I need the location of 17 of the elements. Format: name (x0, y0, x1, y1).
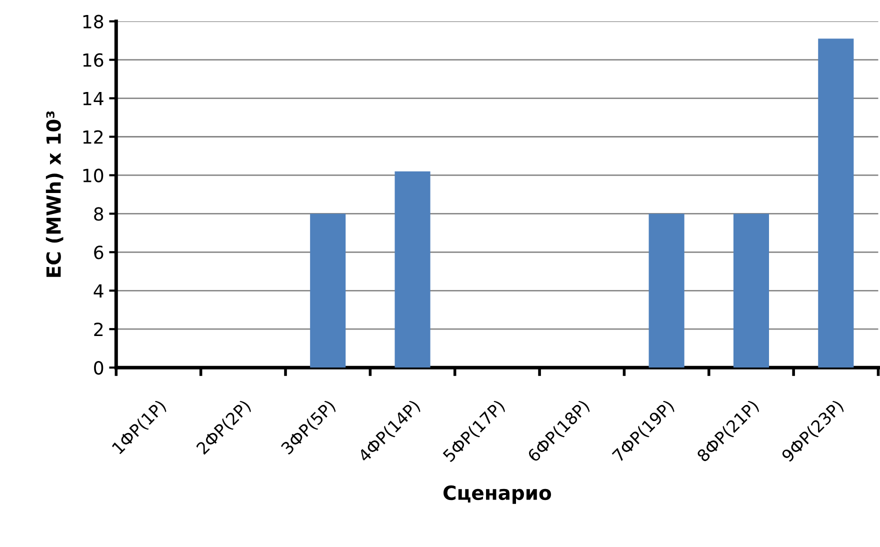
bar (648, 214, 684, 368)
y-tick-label: 0 (94, 361, 104, 375)
y-tick-label: 16 (83, 53, 104, 67)
bar (394, 171, 430, 368)
bar (733, 214, 770, 368)
y-tick-label: 18 (83, 14, 104, 28)
y-tick-label: 2 (94, 322, 103, 336)
bar (818, 38, 854, 368)
bar (310, 214, 346, 368)
y-tick-label: 4 (94, 284, 104, 298)
y-tick-label: 14 (83, 92, 104, 106)
y-tick-label: 12 (83, 130, 103, 144)
y-tick-label: 8 (94, 207, 104, 221)
y-tick-label: 10 (83, 168, 104, 182)
y-axis-title: EC (MWh) x 10³ (46, 111, 64, 277)
x-axis-title: Сценарио (444, 485, 552, 504)
y-tick-label: 6 (94, 246, 104, 260)
